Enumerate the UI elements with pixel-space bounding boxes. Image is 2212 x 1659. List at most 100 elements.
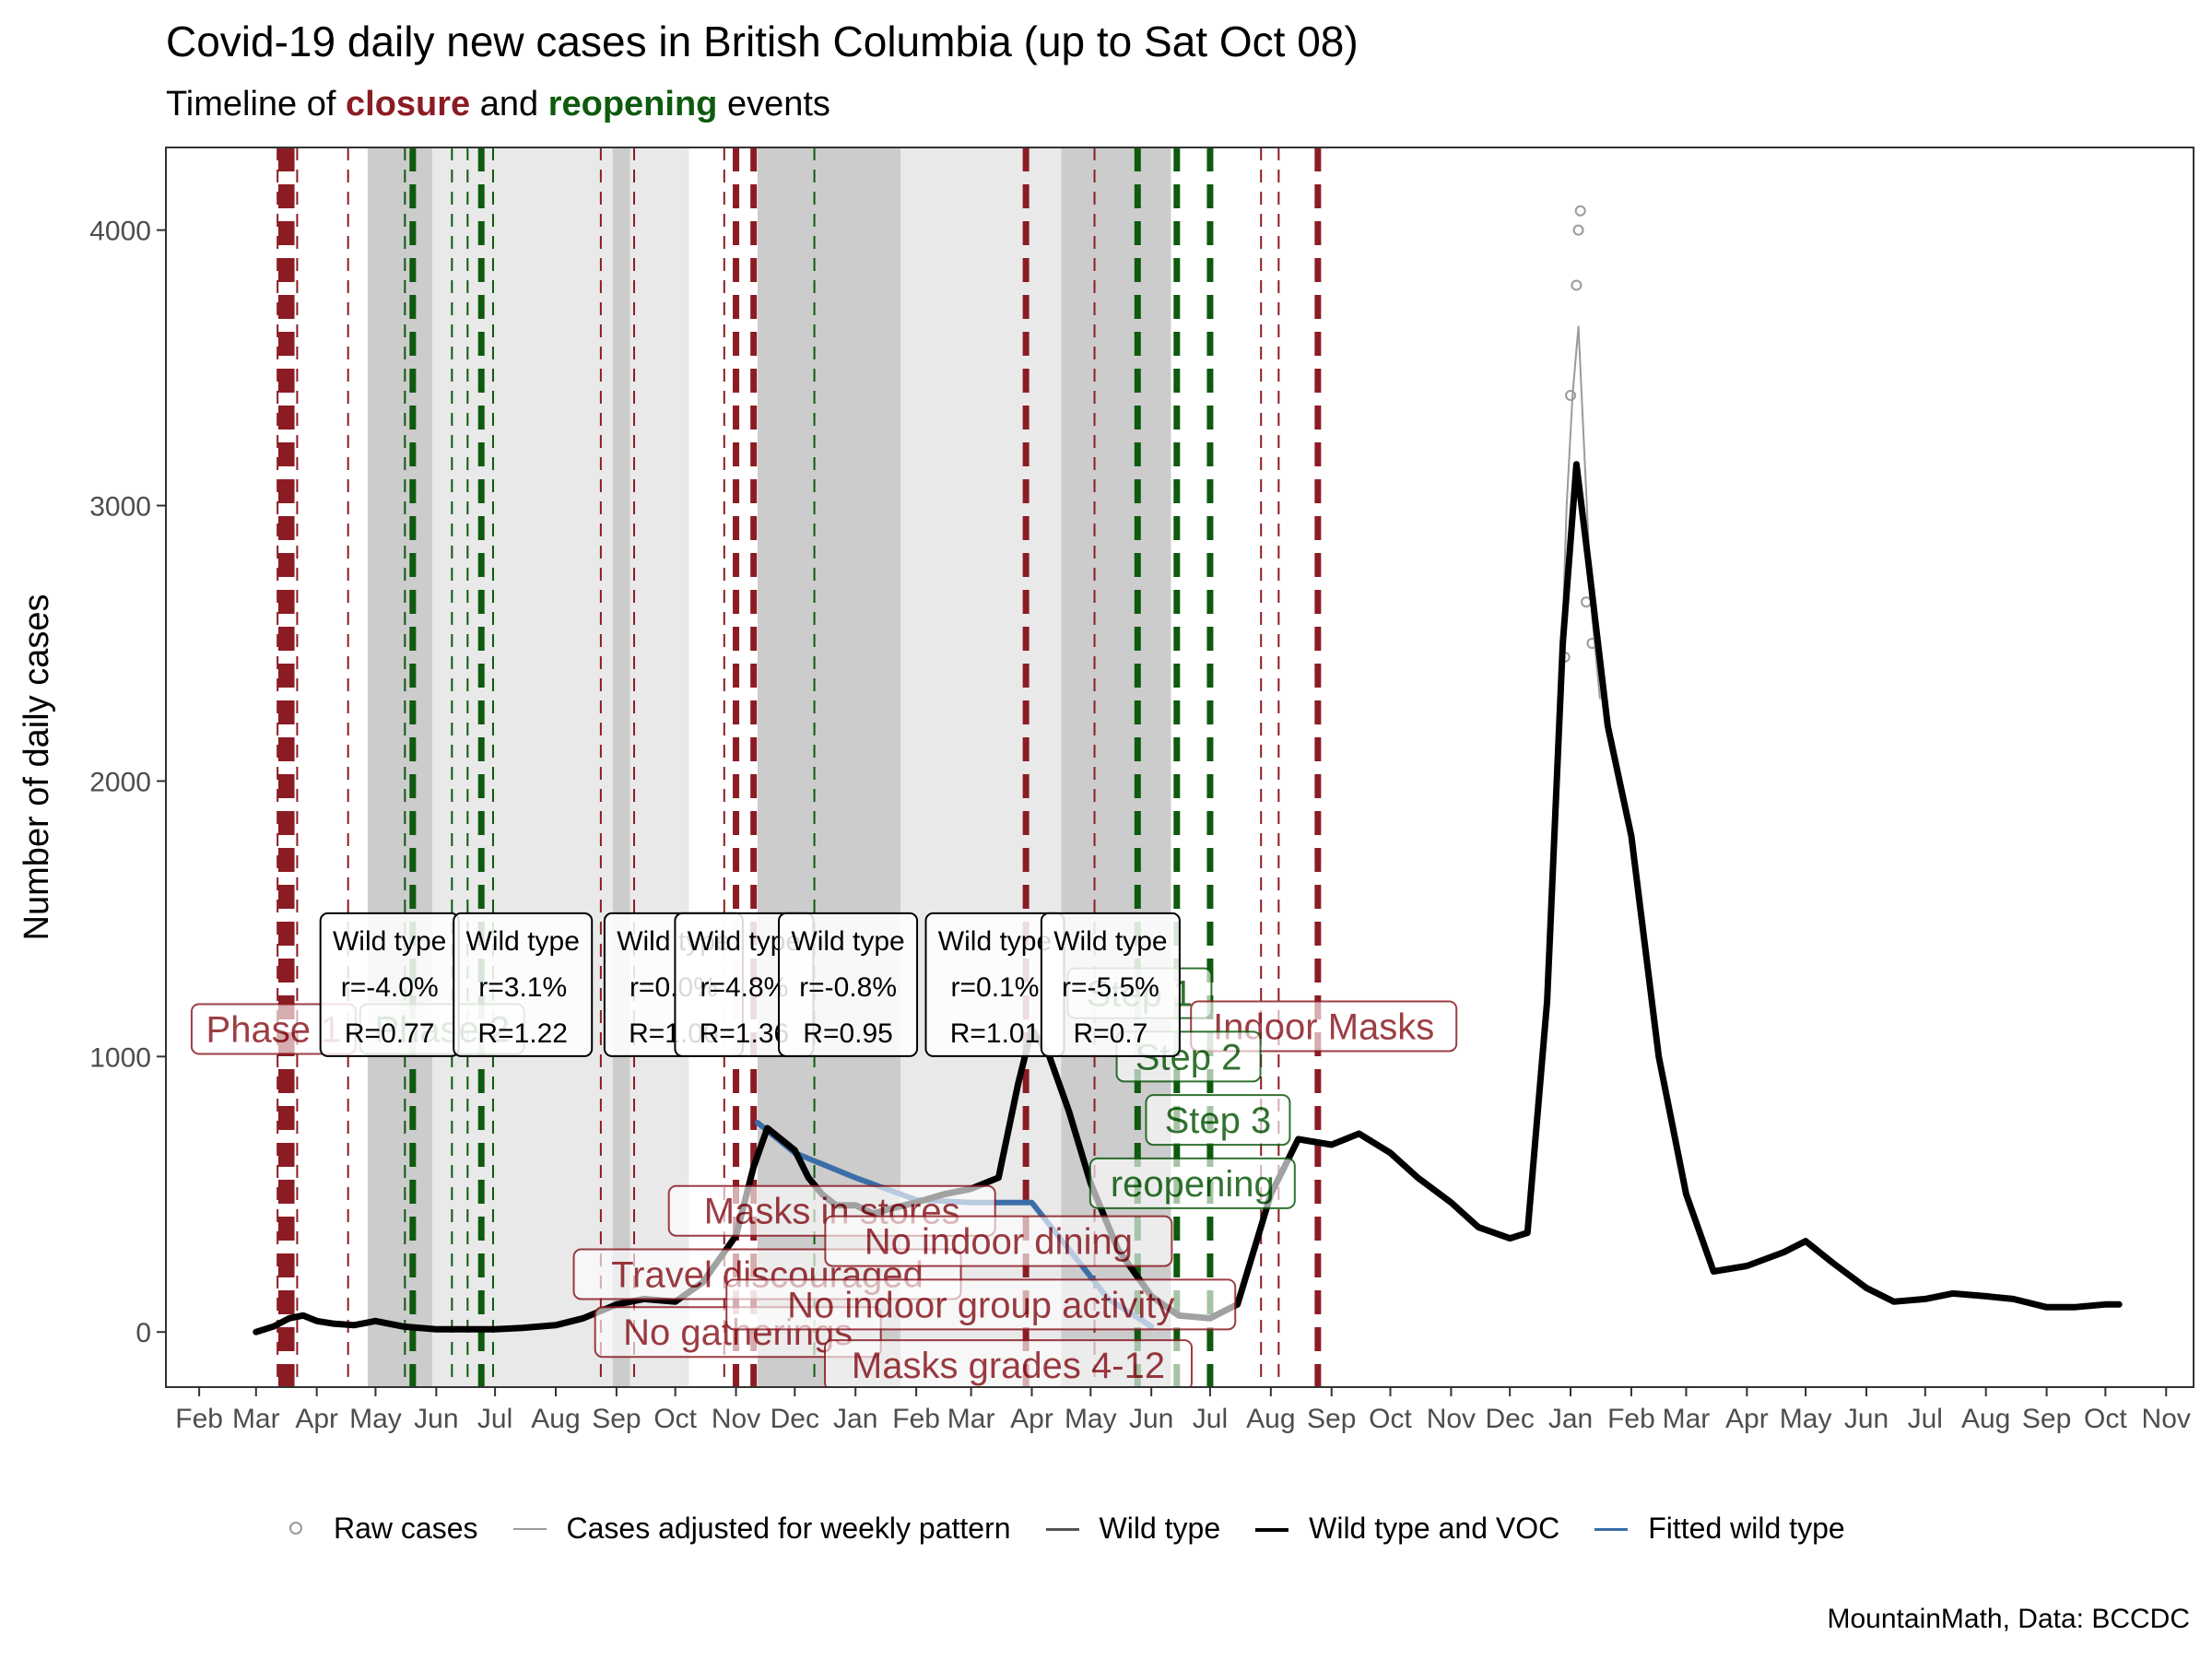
raw-case-point-3 [1572,224,1584,236]
event-label-12: reopening [1088,1157,1296,1209]
growth-annotation-text-4-2: R=0.95 [803,1018,893,1049]
legend-key-wild-type [1042,1515,1083,1543]
event-label-text-0: Phase 1 [206,1009,342,1050]
x-tick-label-27: May [1780,1404,1832,1434]
x-tick-label-20: Oct [1369,1404,1412,1434]
x-tick-label-5: Jul [477,1404,512,1434]
legend-label-wild-type-voc: Wild type and VOC [1309,1512,1560,1545]
x-tick-label-24: Feb [1607,1404,1655,1434]
growth-annotation-text-5-0: Wild type [938,926,1052,957]
x-tick-label-21: Nov [1427,1404,1476,1434]
shaded-period-0 [367,147,433,1387]
shaded-period-5 [900,147,1062,1387]
x-tick-label-4: Jun [414,1404,458,1434]
x-tick-label-23: Jan [1548,1404,1593,1434]
x-tick-label-8: Oct [653,1404,697,1434]
x-tick-label-28: Jun [1844,1404,1888,1434]
growth-annotation-1: Wild type r=3.1% R=1.22 [453,912,594,1057]
legend-item-fitted: Fitted wild type [1591,1512,1845,1546]
y-axis-title: Number of daily cases [18,594,56,941]
event-label-0: Phase 1 [190,1003,357,1055]
growth-annotation-text-0-0: Wild type [333,926,446,957]
growth-annotation-text-4-1: r=-0.8% [799,972,897,1003]
x-tick-label-18: Aug [1246,1404,1295,1434]
growth-annotation-text-3-2: R=1.36 [700,1018,790,1049]
growth-annotation-text-5-1: r=0.1% [951,972,1040,1003]
x-tick-label-33: Nov [2142,1404,2191,1434]
legend-label-adjusted: Cases adjusted for weekly pattern [566,1512,1011,1545]
legend-key-fitted [1591,1515,1631,1543]
growth-annotation-text-0-2: R=0.77 [345,1018,435,1049]
raw-case-point-4 [1574,205,1586,217]
raw-case-point-1 [1565,390,1577,401]
x-tick-label-31: Sep [2022,1404,2071,1434]
chart-legend: Raw cases Cases adjusted for weekly patt… [276,1512,1877,1546]
event-label-text-12: reopening [1111,1164,1275,1205]
legend-key-raw-cases [276,1515,317,1543]
legend-label-fitted: Fitted wild type [1648,1512,1845,1545]
event-label-11: Step 3 [1145,1094,1291,1147]
x-tick-label-1: Mar [232,1404,280,1434]
growth-annotation-4: Wild type r=-0.8% R=0.95 [778,912,919,1057]
legend-item-wild-type: Wild type [1042,1512,1221,1546]
x-tick-label-29: Jul [1908,1404,1943,1434]
legend-key-wild-type-voc [1252,1515,1292,1543]
legend-label-wild-type: Wild type [1099,1512,1221,1545]
growth-annotation-text-3-1: r=4.8% [700,972,788,1003]
growth-annotation-text-0-1: r=-4.0% [341,972,439,1003]
chart-subtitle: Timeline of closure and reopening events [166,85,830,124]
event-label-5: No indoor dining [824,1215,1173,1267]
x-tick-label-9: Nov [712,1404,760,1434]
y-tick-label-1: 1000 [89,1042,151,1073]
subtitle-prefix: Timeline of [166,85,346,124]
shaded-period-3 [629,147,689,1387]
raw-case-point-2 [1571,279,1583,291]
shaded-period-2 [612,147,630,1387]
growth-annotation-5: Wild type r=0.1% R=1.01 [924,912,1065,1057]
x-tick-label-2: Apr [295,1404,338,1434]
subtitle-closure: closure [346,85,471,124]
subtitle-reopening: reopening [547,85,718,124]
x-tick-label-13: Mar [947,1404,995,1434]
growth-annotation-text-4-0: Wild type [791,926,904,957]
x-tick-label-0: Feb [175,1404,223,1434]
event-label-text-11: Step 3 [1165,1100,1272,1141]
event-label-box-7 [824,1339,1194,1387]
growth-annotation-text-5-2: R=1.01 [950,1018,1041,1049]
growth-annotation-text-1-2: R=1.22 [477,1018,568,1049]
subtitle-suffix: events [717,85,830,124]
growth-annotation-text-6-1: r=-5.5% [1062,972,1159,1003]
x-tick-label-7: Sep [592,1404,641,1434]
x-tick-label-16: Jun [1129,1404,1173,1434]
series-adjusted-line [1556,325,1601,810]
y-tick-label-3: 3000 [89,492,151,523]
event-label-text-6: No indoor group activity [787,1285,1174,1325]
legend-label-raw-cases: Raw cases [334,1512,478,1545]
x-tick-label-19: Sep [1307,1404,1356,1434]
x-tick-label-32: Oct [2084,1404,2127,1434]
growth-annotation-box-1 [453,912,594,1057]
x-tick-label-14: Apr [1010,1404,1053,1434]
legend-item-raw-cases: Raw cases [276,1512,478,1546]
event-label-text-7: Masks grades 4-12 [852,1346,1165,1386]
growth-annotation-text-1-0: Wild type [466,926,580,957]
x-tick-label-10: Dec [771,1404,819,1434]
raw-case-point-5 [1581,596,1593,608]
shaded-period-4 [757,147,901,1387]
event-label-7: Masks grades 4-12 [824,1339,1194,1387]
x-tick-label-3: May [349,1404,402,1434]
x-tick-label-25: Mar [1663,1404,1711,1434]
y-tick-label-2: 2000 [89,767,151,797]
shaded-period-1 [432,147,613,1387]
x-tick-label-30: Aug [1961,1404,2010,1434]
x-tick-label-6: Aug [531,1404,580,1434]
subtitle-mid: and [470,85,548,124]
x-tick-label-15: May [1065,1404,1117,1434]
growth-annotation-text-6-2: R=0.7 [1073,1018,1147,1049]
x-tick-label-11: Jan [833,1404,877,1434]
plot-panel-border [165,147,2194,1388]
x-tick-label-12: Feb [892,1404,940,1434]
growth-annotation-0: Wild type r=-4.0% R=0.77 [319,912,460,1057]
legend-item-adjusted: Cases adjusted for weekly pattern [510,1512,1011,1546]
